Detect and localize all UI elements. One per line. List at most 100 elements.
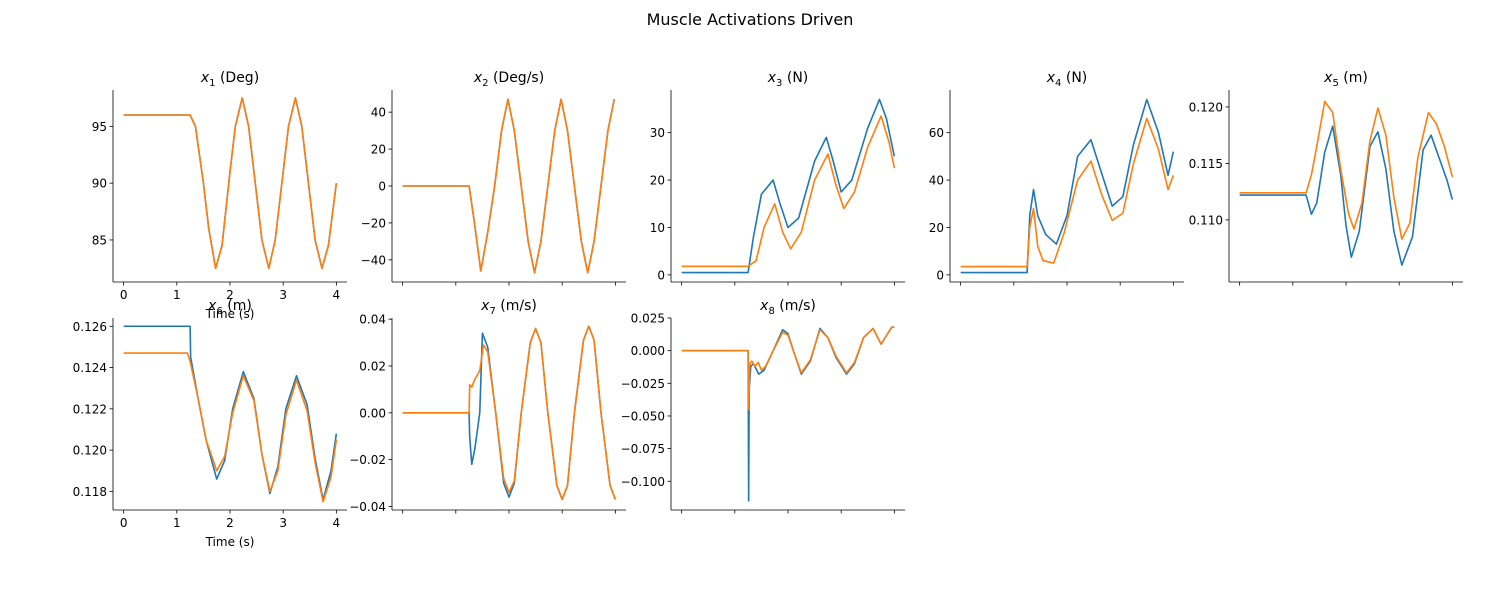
x-tick-label: 4 (333, 288, 341, 302)
title-subscript: 2 (482, 78, 488, 89)
title-symbol: x (1323, 70, 1333, 86)
series-line-2 (123, 352, 338, 503)
y-tick-label: −40 (361, 253, 386, 267)
subplot-title: x4 (N) (1046, 70, 1088, 89)
x-axis-label: Time (s) (205, 307, 255, 321)
x-tick-label: 0 (120, 516, 128, 530)
subplot-title: x7 (m/s) (480, 298, 537, 317)
title-symbol: x (767, 70, 777, 86)
title-unit: (m) (1339, 70, 1368, 86)
subplot-8: −0.100 −0.075 −0.050 −0.025 0.000 0.025 x8 (m/… (621, 298, 905, 514)
series-line-2 (681, 326, 895, 411)
y-tick-label: −0.050 (621, 409, 665, 423)
x-tick-label: 1 (173, 288, 181, 302)
y-tick-label: −0.025 (621, 377, 665, 391)
y-tick-label: 20 (929, 221, 944, 235)
title-subscript: 7 (489, 306, 495, 317)
series-line-2 (681, 115, 896, 268)
title-unit: (Deg) (216, 70, 260, 86)
subplot-2: −40 −20 0 20 40 x2 (Deg/s) (361, 70, 626, 286)
y-tick-label: 0.02 (359, 360, 386, 374)
series-line-1 (1239, 125, 1454, 266)
title-subscript: 8 (768, 306, 774, 317)
y-tick-label: 20 (371, 143, 386, 157)
y-tick-label: 0 (378, 180, 386, 194)
series-line-1 (960, 98, 1175, 274)
series-line-1 (681, 98, 896, 274)
subplot-title: x2 (Deg/s) (473, 70, 544, 89)
title-unit: (m) (223, 298, 252, 314)
y-tick-label: −0.02 (349, 453, 386, 467)
figure-title: Muscle Activations Driven (646, 10, 854, 29)
y-tick-label: 0.126 (73, 320, 107, 334)
series-line-2 (402, 98, 616, 274)
title-subscript: 1 (209, 78, 215, 89)
y-tick-label: 0.124 (73, 361, 107, 375)
title-unit: (Deg/s) (489, 70, 545, 86)
y-tick-label: −20 (361, 216, 386, 230)
x-tick-label: 3 (279, 516, 287, 530)
x-tick-label: 0 (120, 288, 128, 302)
title-unit: (N) (782, 70, 808, 86)
subplot-7: −0.04 −0.02 0.00 0.02 0.04 x7 (m/s) (349, 298, 626, 514)
series-line-2 (960, 117, 1175, 268)
y-tick-label: 60 (929, 126, 944, 140)
y-tick-label: 0.122 (73, 402, 107, 416)
subplot-title: x5 (m) (1323, 70, 1368, 89)
y-tick-label: 40 (371, 106, 386, 120)
title-symbol: x (480, 298, 490, 314)
subplot-title: x3 (N) (767, 70, 809, 89)
series-line-2 (1239, 100, 1454, 240)
series-line-2 (402, 325, 617, 501)
subplot-4: 0 20 40 60 x4 (N) (929, 70, 1184, 286)
y-tick-label: 0.110 (1189, 213, 1223, 227)
title-subscript: 3 (776, 78, 782, 89)
x-tick-label: 2 (226, 516, 234, 530)
y-tick-label: 85 (92, 233, 107, 247)
title-symbol: x (1046, 70, 1056, 86)
y-tick-label: −0.04 (349, 500, 386, 514)
x-tick-label: 1 (173, 516, 181, 530)
y-tick-label: 90 (92, 177, 107, 191)
y-tick-label: −0.075 (621, 442, 665, 456)
series-line-1 (123, 325, 338, 501)
title-unit: (N) (1061, 70, 1087, 86)
series-line-2 (123, 97, 338, 270)
title-symbol: x (200, 70, 210, 86)
y-tick-label: 0 (936, 268, 944, 282)
y-tick-label: 0.025 (631, 312, 665, 326)
title-symbol: x (759, 298, 769, 314)
y-tick-label: 0.120 (73, 444, 107, 458)
y-tick-label: 40 (929, 174, 944, 188)
title-subscript: 6 (216, 306, 222, 317)
subplot-3: 0 10 20 30 x3 (N) (650, 70, 905, 286)
title-symbol: x (207, 298, 217, 314)
title-unit: (m/s) (496, 298, 537, 314)
subplot-title: x1 (Deg) (200, 70, 259, 89)
title-subscript: 5 (1332, 78, 1338, 89)
y-tick-label: 0.118 (73, 485, 107, 499)
series-line-1 (681, 326, 895, 502)
y-tick-label: 0.00 (359, 406, 386, 420)
y-tick-label: 20 (650, 174, 665, 188)
subplot-title: x8 (m/s) (759, 298, 816, 317)
y-tick-label: 0.000 (631, 344, 665, 358)
subplot-5: 0.110 0.115 0.120 x5 (m) (1189, 70, 1463, 286)
y-tick-label: 0 (657, 268, 665, 282)
x-axis-label: Time (s) (205, 535, 255, 549)
title-symbol: x (473, 70, 483, 86)
x-tick-label: 3 (279, 288, 287, 302)
x-tick-label: 2 (226, 288, 234, 302)
y-tick-label: 0.115 (1189, 157, 1223, 171)
y-tick-label: −0.100 (621, 475, 665, 489)
y-tick-label: 0.120 (1189, 100, 1223, 114)
y-tick-label: 95 (92, 120, 107, 134)
subplot-title: x6 (m) (207, 298, 252, 317)
series-line-1 (123, 97, 338, 270)
title-subscript: 4 (1055, 78, 1061, 89)
x-tick-label: 4 (333, 516, 341, 530)
